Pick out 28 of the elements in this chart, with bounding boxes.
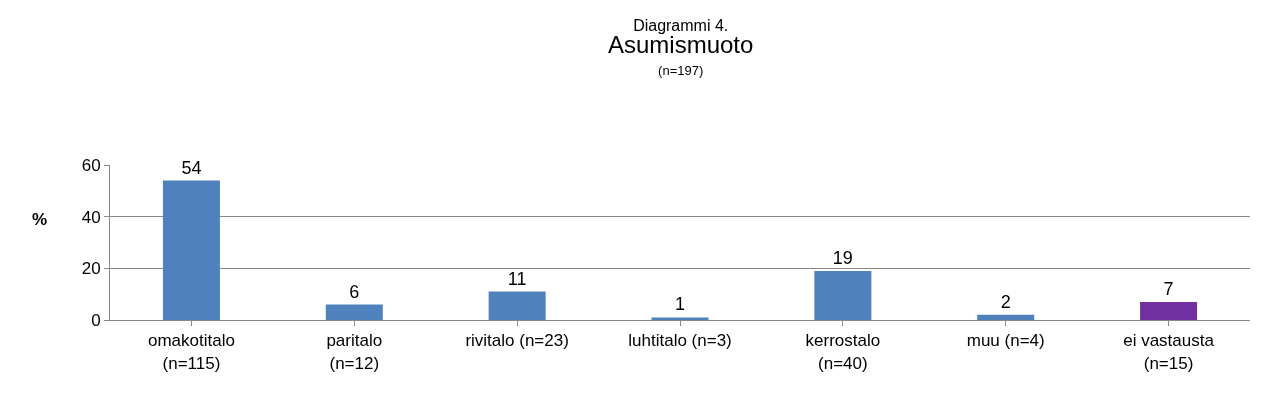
y-axis-title: % [32, 210, 48, 229]
x-tick-label: luhtitalo (n=3) [628, 331, 732, 351]
data-label: 19 [832, 247, 853, 268]
data-label: 7 [1163, 278, 1174, 299]
bar [488, 291, 546, 320]
bar [814, 270, 872, 320]
y-tick-label: 60 [81, 155, 101, 175]
y-tick-label: 20 [81, 259, 101, 279]
y-tick-label: 0 [91, 310, 101, 330]
x-tick-label: ei vastausta (n=15) [1123, 331, 1215, 373]
chart-subtitle: (n=197) [658, 63, 704, 79]
data-label: 1 [674, 294, 686, 315]
data-label: 6 [349, 281, 360, 302]
y-tick-label: 40 [81, 207, 101, 227]
bar [325, 304, 383, 320]
x-tick-label: muu (n=4) [966, 331, 1045, 351]
x-tick-label: omakotitalo (n=115) [147, 331, 235, 373]
bar [1140, 301, 1198, 320]
x-tick-label: kerrostalo (n=40) [805, 331, 881, 373]
data-label: 2 [1000, 291, 1011, 312]
bar [977, 314, 1035, 320]
x-tick-label: paritalo (n=12) [326, 331, 383, 373]
data-label: 11 [507, 268, 527, 289]
bar [162, 180, 220, 320]
chart-title: Diagrammi 4. Asumismuoto [608, 17, 754, 59]
x-tick-label: rivitalo (n=23) [465, 331, 569, 351]
bar [651, 317, 709, 320]
data-label: 54 [181, 157, 202, 178]
